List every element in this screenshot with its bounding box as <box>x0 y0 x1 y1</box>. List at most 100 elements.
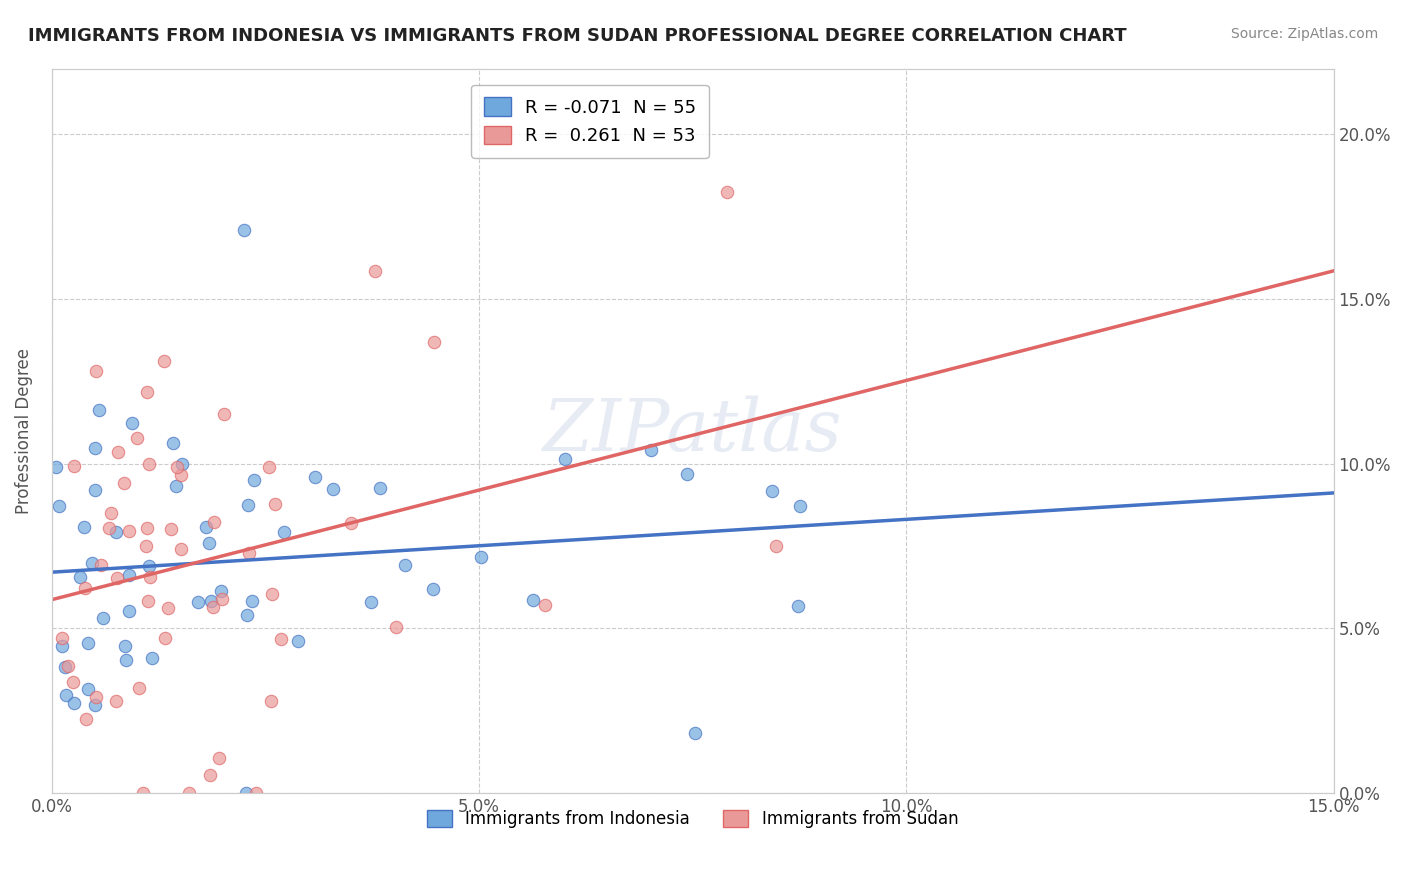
Immigrants from Sudan <box>340 516 363 530</box>
Immigrants from Sudan <box>132 786 155 800</box>
Immigrants from Sudan <box>62 458 84 473</box>
Y-axis label: Professional Degree: Professional Degree <box>15 348 32 514</box>
Immigrants from Sudan <box>166 459 188 474</box>
Immigrants from Indonesia <box>236 607 259 622</box>
Immigrants from Indonesia <box>91 611 114 625</box>
Text: Source: ZipAtlas.com: Source: ZipAtlas.com <box>1230 27 1378 41</box>
Immigrants from Sudan <box>157 601 180 615</box>
Immigrants from Sudan <box>107 445 129 459</box>
Immigrants from Sudan <box>260 694 283 708</box>
Immigrants from Sudan <box>104 693 127 707</box>
Immigrants from Indonesia <box>114 653 136 667</box>
Immigrants from Indonesia <box>522 593 544 607</box>
Immigrants from Indonesia <box>83 698 105 713</box>
Immigrants from Sudan <box>170 467 193 482</box>
Immigrants from Sudan <box>90 558 112 573</box>
Immigrants from Sudan <box>765 539 787 553</box>
Immigrants from Sudan <box>211 591 233 606</box>
Immigrants from Sudan <box>112 475 135 490</box>
Immigrants from Sudan <box>84 364 107 378</box>
Immigrants from Sudan <box>245 786 267 800</box>
Text: IMMIGRANTS FROM INDONESIA VS IMMIGRANTS FROM SUDAN PROFESSIONAL DEGREE CORRELATI: IMMIGRANTS FROM INDONESIA VS IMMIGRANTS … <box>28 27 1126 45</box>
Immigrants from Indonesia <box>55 689 77 703</box>
Immigrants from Sudan <box>117 524 139 539</box>
Immigrants from Sudan <box>75 712 97 726</box>
Immigrants from Indonesia <box>195 520 218 534</box>
Immigrants from Indonesia <box>114 639 136 653</box>
Immigrants from Sudan <box>84 690 107 704</box>
Immigrants from Sudan <box>177 786 200 800</box>
Immigrants from Indonesia <box>73 520 96 534</box>
Immigrants from Indonesia <box>121 416 143 430</box>
Immigrants from Indonesia <box>370 481 392 495</box>
Immigrants from Sudan <box>125 431 148 445</box>
Immigrants from Indonesia <box>243 473 266 487</box>
Immigrants from Sudan <box>170 541 193 556</box>
Immigrants from Sudan <box>135 540 157 554</box>
Immigrants from Sudan <box>135 521 157 535</box>
Immigrants from Sudan <box>270 632 292 647</box>
Immigrants from Sudan <box>423 334 446 349</box>
Immigrants from Indonesia <box>162 436 184 450</box>
Immigrants from Indonesia <box>240 594 263 608</box>
Immigrants from Sudan <box>202 600 225 615</box>
Immigrants from Indonesia <box>360 595 382 609</box>
Immigrants from Sudan <box>257 459 280 474</box>
Immigrants from Indonesia <box>554 451 576 466</box>
Immigrants from Indonesia <box>322 482 344 496</box>
Immigrants from Sudan <box>136 594 159 608</box>
Immigrants from Sudan <box>51 632 73 646</box>
Immigrants from Indonesia <box>304 469 326 483</box>
Immigrants from Indonesia <box>89 402 111 417</box>
Immigrants from Indonesia <box>683 726 706 740</box>
Text: ZIPatlas: ZIPatlas <box>543 395 842 466</box>
Immigrants from Indonesia <box>761 483 783 498</box>
Immigrants from Sudan <box>384 620 406 634</box>
Immigrants from Indonesia <box>287 634 309 648</box>
Immigrants from Sudan <box>105 570 128 584</box>
Immigrants from Sudan <box>264 497 287 511</box>
Immigrants from Indonesia <box>676 467 699 481</box>
Immigrants from Sudan <box>534 599 557 613</box>
Immigrants from Indonesia <box>69 570 91 584</box>
Immigrants from Indonesia <box>62 696 84 710</box>
Immigrants from Indonesia <box>787 599 810 613</box>
Immigrants from Indonesia <box>84 483 107 498</box>
Legend: Immigrants from Indonesia, Immigrants from Sudan: Immigrants from Indonesia, Immigrants fr… <box>420 804 965 835</box>
Immigrants from Indonesia <box>236 498 259 512</box>
Immigrants from Indonesia <box>170 457 193 471</box>
Immigrants from Indonesia <box>77 682 100 697</box>
Immigrants from Sudan <box>138 457 160 471</box>
Immigrants from Indonesia <box>394 558 416 573</box>
Immigrants from Sudan <box>198 768 221 782</box>
Immigrants from Indonesia <box>84 442 107 456</box>
Immigrants from Sudan <box>58 658 80 673</box>
Immigrants from Indonesia <box>118 568 141 582</box>
Immigrants from Sudan <box>364 264 387 278</box>
Immigrants from Indonesia <box>118 603 141 617</box>
Immigrants from Sudan <box>153 632 176 646</box>
Immigrants from Indonesia <box>640 443 662 458</box>
Immigrants from Indonesia <box>187 595 209 609</box>
Immigrants from Indonesia <box>209 584 232 599</box>
Immigrants from Indonesia <box>235 786 257 800</box>
Immigrants from Sudan <box>100 506 122 520</box>
Immigrants from Indonesia <box>273 525 295 540</box>
Immigrants from Sudan <box>202 515 225 529</box>
Immigrants from Sudan <box>62 674 84 689</box>
Immigrants from Indonesia <box>53 660 76 674</box>
Immigrants from Indonesia <box>470 549 492 564</box>
Immigrants from Sudan <box>135 385 157 400</box>
Immigrants from Indonesia <box>141 651 163 665</box>
Immigrants from Sudan <box>73 581 96 595</box>
Immigrants from Sudan <box>208 750 231 764</box>
Immigrants from Indonesia <box>48 499 70 513</box>
Immigrants from Indonesia <box>232 222 254 236</box>
Immigrants from Indonesia <box>51 639 73 653</box>
Immigrants from Sudan <box>212 407 235 421</box>
Immigrants from Indonesia <box>138 559 160 574</box>
Immigrants from Sudan <box>153 353 176 368</box>
Immigrants from Sudan <box>98 521 121 535</box>
Immigrants from Indonesia <box>45 460 67 475</box>
Immigrants from Indonesia <box>165 479 187 493</box>
